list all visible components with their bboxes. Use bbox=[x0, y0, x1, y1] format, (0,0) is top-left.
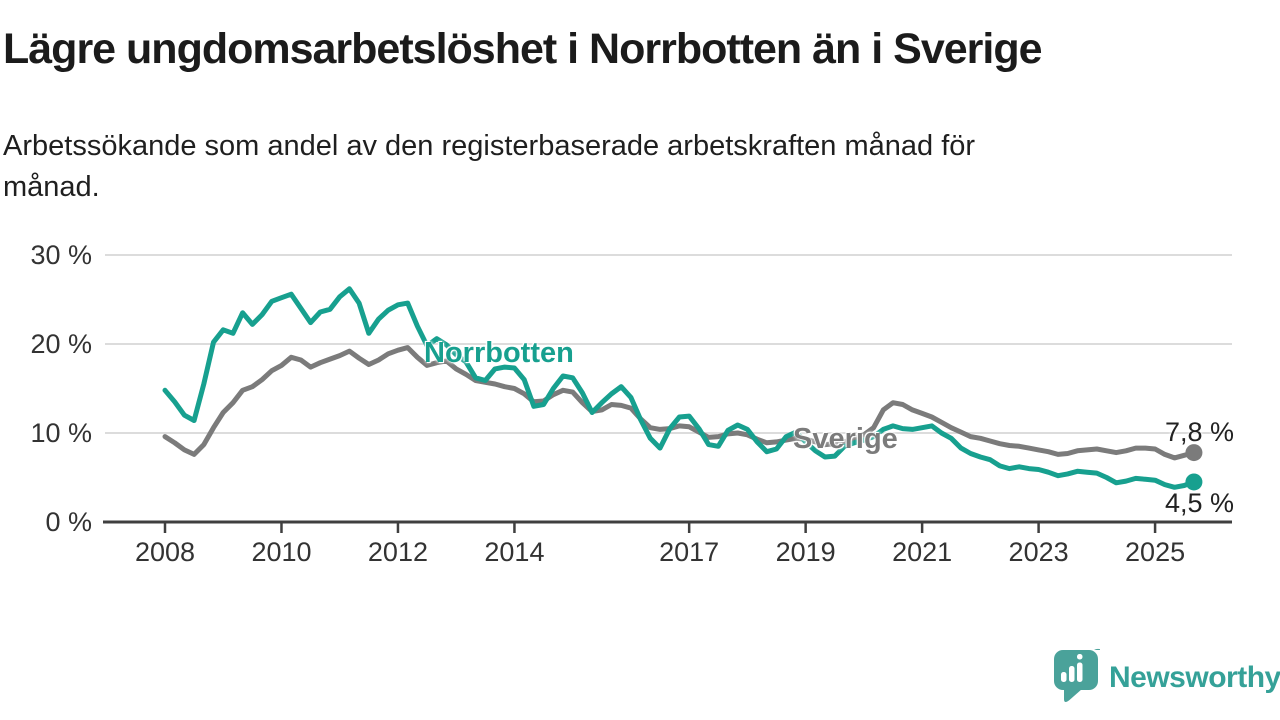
x-tick-label-2017: 2017 bbox=[659, 537, 719, 567]
chart-svg: 0 % 10 % 20 % 30 % 2008 2010 2012 2014 2017 2019 2… bbox=[30, 240, 1232, 567]
logo-exclamation-dot bbox=[1077, 654, 1083, 660]
x-tick-label-2010: 2010 bbox=[251, 537, 311, 567]
series-label-sverige: Sverige bbox=[793, 423, 898, 455]
logo-bar-1 bbox=[1061, 672, 1067, 682]
end-value-label-norrbotten: 4,5 % bbox=[1165, 488, 1235, 518]
series-line-sverige bbox=[162, 345, 1197, 461]
end-value-label-sverige: 7,8 % bbox=[1165, 417, 1235, 447]
x-tick-label-2014: 2014 bbox=[484, 537, 544, 567]
x-tick-label-2025: 2025 bbox=[1125, 537, 1185, 567]
series-label-norrbotten: Norrbotten bbox=[424, 337, 574, 369]
x-tick-label-2019: 2019 bbox=[776, 537, 836, 567]
series-line-norrbotten bbox=[162, 286, 1197, 490]
logo-bar-2 bbox=[1069, 666, 1075, 682]
newsworthy-logo-icon bbox=[1054, 648, 1100, 703]
brand-name: Newsworthy bbox=[1109, 660, 1280, 694]
y-tick-label-30: 30 % bbox=[30, 240, 92, 270]
page-title: Lägre ungdomsarbetslöshet i Norrbotten ä… bbox=[3, 25, 1043, 73]
chart-subtitle: Arbetssökande som andel av den registerb… bbox=[3, 126, 1203, 208]
end-dot-sverige bbox=[1185, 444, 1203, 462]
speech-bubble-tail bbox=[1064, 686, 1082, 703]
x-tick-label-2021: 2021 bbox=[892, 537, 952, 567]
y-tick-label-20: 20 % bbox=[30, 329, 92, 359]
y-tick-label-0: 0 % bbox=[45, 507, 92, 537]
x-tick-label-2008: 2008 bbox=[135, 537, 195, 567]
x-tick-label-2012: 2012 bbox=[368, 537, 428, 567]
y-tick-label-10: 10 % bbox=[30, 418, 92, 448]
x-tick-label-2023: 2023 bbox=[1009, 537, 1069, 567]
logo-exclamation-bar bbox=[1077, 662, 1083, 682]
end-dot-norrbotten bbox=[1185, 473, 1203, 491]
subtitle-line-2: månad. bbox=[3, 171, 100, 204]
brand-logo: Newsworthy bbox=[1052, 648, 1280, 705]
subtitle-line-1: Arbetssökande som andel av den registerb… bbox=[3, 130, 976, 162]
